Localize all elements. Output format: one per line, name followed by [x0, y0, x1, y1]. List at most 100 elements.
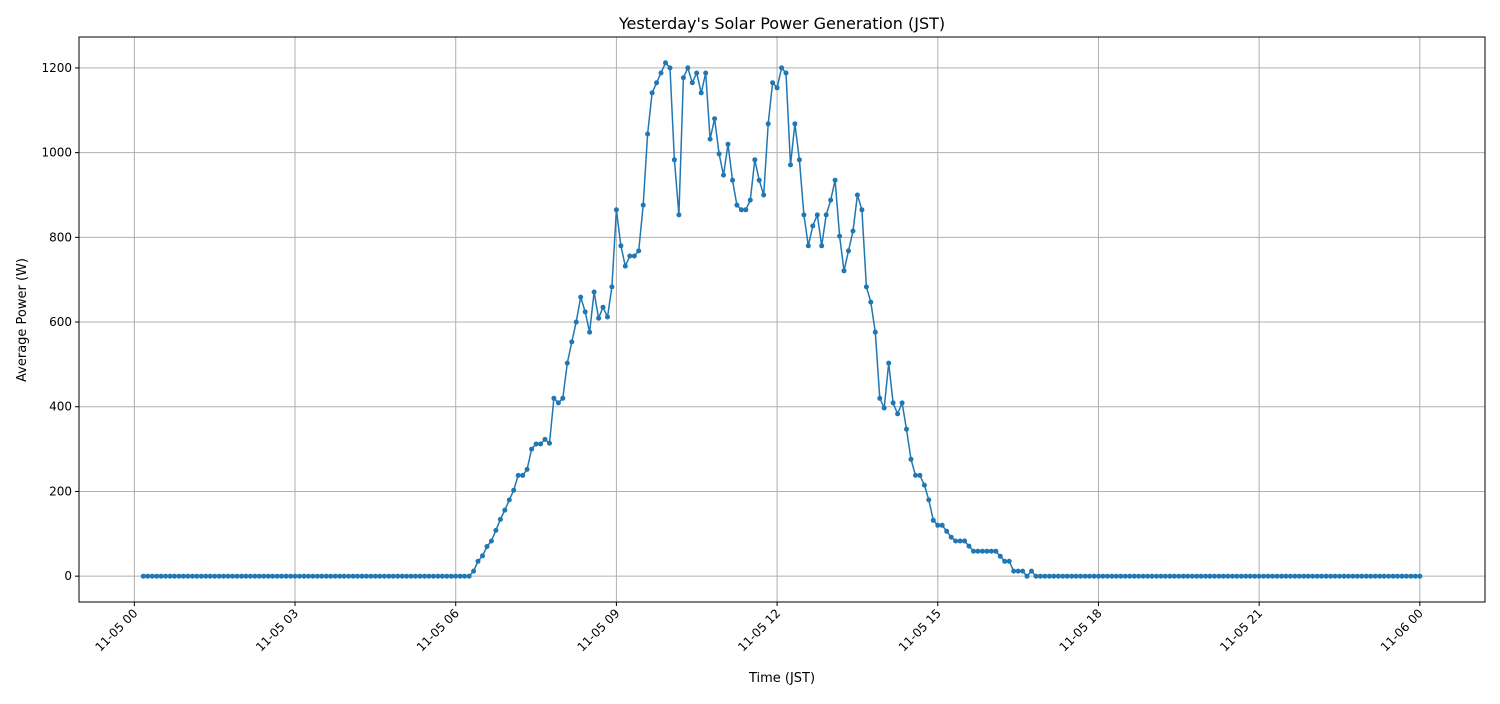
data-point: [1096, 573, 1101, 579]
data-point: [993, 548, 999, 554]
data-point: [716, 151, 722, 157]
data-point: [1100, 573, 1106, 579]
data-point: [292, 573, 298, 579]
data-point: [475, 558, 481, 564]
data-point: [1390, 573, 1396, 579]
data-point: [1238, 573, 1244, 579]
data-point: [1314, 573, 1320, 579]
data-point: [1011, 568, 1017, 574]
data-point: [386, 573, 392, 579]
data-point: [1024, 573, 1030, 579]
y-tick-label: 0: [64, 569, 72, 583]
data-point: [1162, 573, 1168, 579]
data-point: [721, 172, 726, 178]
data-point: [899, 400, 905, 406]
data-point: [823, 212, 829, 218]
data-point: [502, 507, 508, 513]
data-point: [1127, 573, 1133, 579]
plot-frame: [78, 36, 1486, 603]
data-point: [216, 573, 222, 579]
data-point: [225, 573, 231, 579]
data-point: [555, 400, 561, 406]
series-line-path: [143, 62, 1420, 577]
y-axis: 0 200 400 600 800 1000 1200: [41, 61, 79, 583]
data-point: [1109, 573, 1115, 579]
data-point: [1216, 573, 1222, 579]
data-point: [256, 573, 262, 579]
data-point: [828, 197, 834, 203]
data-point: [1408, 573, 1414, 579]
grid: [79, 37, 1485, 602]
data-point: [881, 405, 887, 411]
data-point: [573, 319, 579, 325]
x-tick-label: 11-05 00: [92, 606, 140, 654]
data-point: [913, 472, 918, 478]
data-point: [694, 70, 700, 76]
data-point: [243, 573, 249, 579]
data-point: [841, 268, 847, 274]
data-point: [1118, 573, 1124, 579]
data-point: [1328, 573, 1334, 579]
data-point: [703, 70, 709, 76]
data-point: [957, 538, 963, 544]
data-point: [422, 573, 427, 579]
data-point: [1359, 573, 1365, 579]
data-point: [872, 329, 878, 335]
data-point: [1033, 573, 1039, 579]
data-point: [734, 202, 740, 208]
data-point: [676, 212, 682, 218]
data-point: [1399, 573, 1405, 579]
data-point: [1015, 568, 1021, 574]
data-point: [1261, 573, 1267, 579]
data-point: [234, 573, 240, 579]
data-point: [1265, 573, 1271, 579]
data-point: [770, 80, 776, 86]
data-point: [1337, 573, 1342, 579]
data-point: [212, 573, 218, 579]
data-point: [381, 573, 387, 579]
data-point: [488, 538, 494, 544]
data-point: [979, 548, 985, 554]
data-point: [305, 573, 311, 579]
data-point: [390, 573, 396, 579]
data-point: [578, 294, 584, 300]
data-point: [962, 538, 968, 544]
data-point: [1176, 573, 1182, 579]
data-point: [1064, 573, 1070, 579]
data-point: [1006, 558, 1012, 564]
data-point: [1207, 573, 1213, 579]
data-point: [1377, 573, 1383, 579]
data-point: [1185, 573, 1191, 579]
y-tick-label: 1000: [41, 146, 72, 160]
data-point: [1403, 573, 1409, 579]
data-point: [185, 573, 191, 579]
data-point: [1203, 573, 1209, 579]
data-point: [283, 573, 289, 579]
data-point: [1292, 573, 1298, 579]
data-point: [1310, 573, 1316, 579]
data-point: [408, 573, 414, 579]
data-point: [346, 573, 352, 579]
data-point: [1145, 573, 1151, 579]
data-point: [332, 573, 338, 579]
data-point: [198, 573, 204, 579]
data-point: [1069, 573, 1075, 579]
data-point: [265, 573, 271, 579]
data-point: [203, 573, 209, 579]
data-point: [355, 573, 360, 579]
data-point: [725, 141, 731, 147]
data-point: [636, 248, 642, 254]
data-point: [752, 157, 758, 163]
data-point: [417, 573, 423, 579]
data-point: [515, 472, 521, 478]
data-point: [261, 573, 267, 579]
x-tick-label: 11-05 15: [896, 606, 944, 654]
data-point: [377, 573, 383, 579]
data-point: [663, 60, 668, 66]
data-point: [140, 573, 146, 579]
data-point: [145, 573, 151, 579]
data-point: [618, 243, 624, 249]
data-point: [743, 207, 749, 213]
y-tick-label: 800: [49, 230, 72, 244]
